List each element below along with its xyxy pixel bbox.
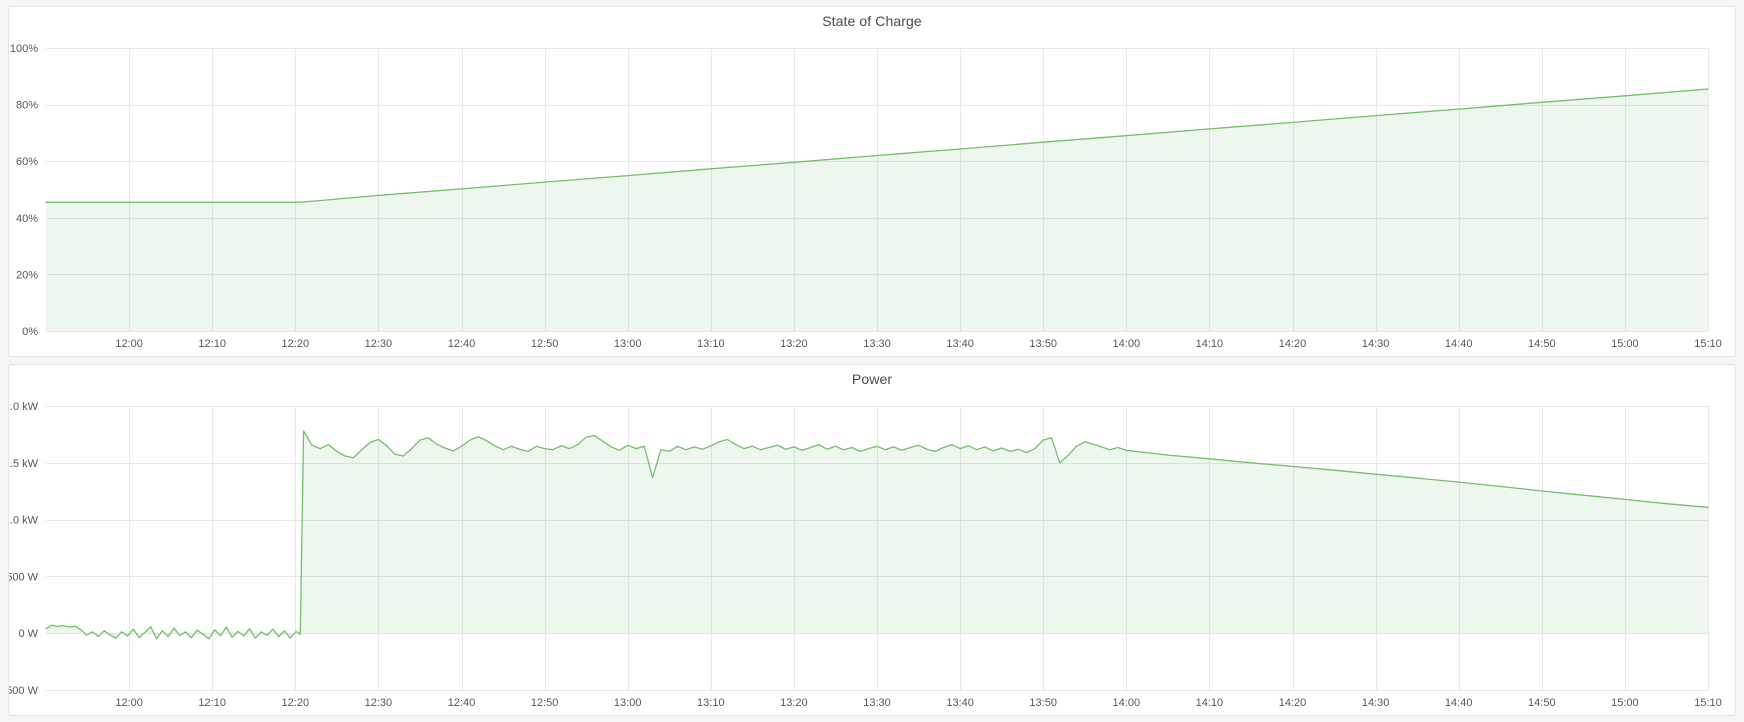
x-tick-label: 15:10: [1694, 697, 1722, 709]
x-tick-label: 14:10: [1196, 697, 1224, 709]
x-tick-label: 13:00: [614, 697, 642, 709]
x-tick-label: 13:50: [1029, 338, 1057, 350]
x-tick-label: 14:20: [1279, 338, 1307, 350]
x-tick-label: 13:00: [614, 338, 642, 350]
panel-header-power: Power: [9, 365, 1735, 393]
x-tick-label: 14:40: [1445, 697, 1473, 709]
x-tick-label: 13:40: [946, 697, 974, 709]
series-area: [46, 89, 1708, 331]
x-tick-label: 12:40: [448, 697, 476, 709]
y-tick-label: 0 W: [18, 628, 38, 640]
y-tick-label: 40%: [16, 213, 38, 225]
y-tick-label: -500 W: [9, 685, 39, 697]
x-tick-label: 14:30: [1362, 338, 1390, 350]
x-tick-label: 14:50: [1528, 338, 1556, 350]
x-tick-label: 15:10: [1694, 338, 1722, 350]
panel-power: Power -500 W 0 W 500 W 1.0 kW 1.5 kW 2.0 kW 12…: [8, 364, 1736, 716]
x-tick-label: 12:20: [282, 338, 310, 350]
x-tick-label: 13:10: [697, 697, 725, 709]
x-tick-label: 14:00: [1113, 697, 1141, 709]
x-tick-label: 14:50: [1528, 697, 1556, 709]
grid-lines: [46, 48, 1709, 332]
x-tick-label: 12:40: [448, 338, 476, 350]
y-tick-label: 60%: [16, 156, 38, 168]
y-tick-label: 1.5 kW: [9, 458, 39, 470]
state-of-charge-chart[interactable]: 0% 20% 40% 60% 80% 100% 12:00 12:10 12:20 12:30 12…: [9, 35, 1735, 356]
x-tick-label: 12:10: [198, 338, 226, 350]
x-tick-label: 15:00: [1611, 338, 1639, 350]
x-tick-label: 13:40: [946, 338, 974, 350]
y-tick-label: 100%: [10, 43, 38, 55]
panel-header-state-of-charge: State of Charge: [9, 7, 1735, 35]
axis-labels: -500 W 0 W 500 W 1.0 kW 1.5 kW 2.0 kW 12:00 12:…: [9, 401, 1722, 709]
x-tick-label: 12:00: [115, 338, 143, 350]
power-chart[interactable]: -500 W 0 W 500 W 1.0 kW 1.5 kW 2.0 kW 12:00 12:…: [9, 393, 1735, 715]
x-tick-label: 13:20: [780, 338, 808, 350]
x-tick-label: 13:30: [863, 338, 891, 350]
x-tick-label: 13:30: [863, 697, 891, 709]
x-tick-label: 12:50: [531, 338, 559, 350]
x-tick-label: 15:00: [1611, 697, 1639, 709]
x-tick-label: 12:10: [198, 697, 226, 709]
x-tick-label: 12:00: [115, 697, 143, 709]
x-tick-label: 14:20: [1279, 697, 1307, 709]
y-tick-label: 2.0 kW: [9, 401, 39, 413]
x-tick-label: 14:10: [1196, 338, 1224, 350]
x-tick-label: 12:30: [365, 697, 393, 709]
panel-title-state-of-charge[interactable]: State of Charge: [822, 13, 922, 29]
x-tick-label: 14:30: [1362, 697, 1390, 709]
series-area: [46, 431, 1708, 639]
y-tick-label: 20%: [16, 269, 38, 281]
axis-labels: 0% 20% 40% 60% 80% 100% 12:00 12:10 12:20 12:30 12…: [10, 43, 1722, 350]
x-tick-label: 14:40: [1445, 338, 1473, 350]
y-tick-label: 80%: [16, 100, 38, 112]
y-tick-label: 500 W: [9, 571, 39, 583]
x-tick-label: 13:10: [697, 338, 725, 350]
y-tick-label: 1.0 kW: [9, 515, 39, 527]
x-tick-label: 13:20: [780, 697, 808, 709]
state-of-charge-svg: 0% 20% 40% 60% 80% 100% 12:00 12:10 12:20 12:30 12…: [10, 43, 1722, 350]
x-tick-label: 14:00: [1113, 338, 1141, 350]
grid-lines: [46, 406, 1709, 691]
series-line: [45, 430, 1709, 640]
panel-state-of-charge: State of Charge 0% 20% 40% 60% 80% 100% 12:00 1…: [8, 6, 1736, 357]
x-tick-label: 13:50: [1029, 697, 1057, 709]
series-line: [45, 88, 1709, 203]
power-svg: -500 W 0 W 500 W 1.0 kW 1.5 kW 2.0 kW 12:00 12:…: [9, 401, 1722, 709]
x-tick-label: 12:30: [365, 338, 393, 350]
panel-title-power[interactable]: Power: [851, 371, 893, 387]
x-tick-label: 12:50: [531, 697, 559, 709]
x-tick-label: 12:20: [282, 697, 310, 709]
y-tick-label: 0%: [22, 326, 38, 338]
